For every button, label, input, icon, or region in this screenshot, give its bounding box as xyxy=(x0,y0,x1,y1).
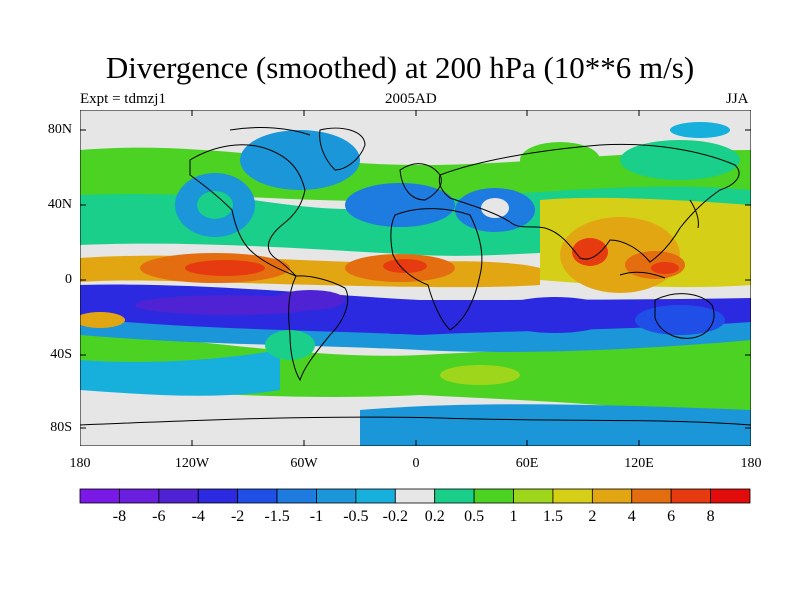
lon-label-180e: 180 xyxy=(740,456,762,471)
blob-sam-purple xyxy=(275,290,345,310)
lat-label-40n: 40N xyxy=(47,197,72,212)
lon-label-0: 0 xyxy=(412,456,420,471)
coast-europe xyxy=(399,163,442,201)
colorbar-swatch xyxy=(552,488,593,504)
colorbar-label: -1 xyxy=(309,508,324,525)
colorbar-label: 4 xyxy=(627,508,636,525)
season-label: JJA xyxy=(726,91,749,107)
colorbar-label: -2 xyxy=(230,508,245,525)
blob-aus-blue xyxy=(635,305,725,335)
coastlines xyxy=(80,127,751,426)
coast-japan xyxy=(689,199,699,229)
coast-indonesia xyxy=(619,271,666,279)
colorbar-swatch xyxy=(79,488,120,504)
colorbar-label: 8 xyxy=(706,508,715,525)
coast-australia xyxy=(654,293,715,339)
colorbar xyxy=(79,488,751,504)
band-south-pacific xyxy=(80,350,280,396)
lat-label-40s: 40S xyxy=(50,347,72,362)
colorbar-label: -8 xyxy=(112,508,127,525)
colorbar-swatch xyxy=(276,488,317,504)
blob-nw-pacific-core xyxy=(197,191,233,219)
colorbar-swatch xyxy=(591,488,633,504)
colorbar-label: 6 xyxy=(667,508,676,525)
lon-label-60w: 60W xyxy=(290,456,318,471)
colorbar-label: -1.5 xyxy=(264,508,290,525)
year-label: 2005AD xyxy=(385,91,437,107)
blob-south-ocean-yellow xyxy=(440,365,520,385)
colorbar-swatch xyxy=(631,488,672,504)
coast-arctic xyxy=(229,127,311,136)
blob-ne-asia-green xyxy=(620,140,740,180)
colorbar-swatch xyxy=(513,488,554,504)
coast-antarctica xyxy=(80,416,751,426)
colorbar-swatch xyxy=(394,488,436,504)
coast-south-america xyxy=(288,275,349,382)
coast-north-america xyxy=(189,144,306,277)
blob-far-south-green xyxy=(580,363,700,387)
blob-na-blue xyxy=(240,130,360,190)
colorbar-swatch xyxy=(197,488,239,504)
colorbar-label: -6 xyxy=(152,508,166,525)
experiment-label: Expt = tdmzj1 xyxy=(80,91,166,107)
coast-asia xyxy=(438,143,740,263)
colorbar-label: -0.5 xyxy=(343,508,369,525)
colorbar-label: 0.5 xyxy=(464,508,485,525)
blob-epac-red xyxy=(185,260,265,276)
colorbar-label: 1.5 xyxy=(542,508,563,525)
map-title: Divergence (smoothed) at 200 hPa (10**6 … xyxy=(105,50,695,85)
band-antarctic-blue xyxy=(360,404,751,446)
colorbar-swatch xyxy=(119,488,160,504)
lat-label-0: 0 xyxy=(65,272,72,287)
axis-ticks xyxy=(80,110,751,446)
blob-atl-blue xyxy=(345,183,455,227)
colorbar-swatch xyxy=(237,488,278,504)
blob-arctic-blue xyxy=(670,122,730,138)
coast-africa xyxy=(390,208,483,331)
band-southern-midlat xyxy=(80,330,751,420)
colorbar-swatch xyxy=(434,488,475,504)
colorbar-swatch xyxy=(710,488,751,504)
colorbar-label: 0.2 xyxy=(424,508,445,525)
colorbar-label: 2 xyxy=(588,508,597,525)
colorbar-label: -0.2 xyxy=(382,508,408,525)
lat-label-80n: 80N xyxy=(47,122,72,137)
colorbar-swatch xyxy=(473,488,514,504)
blob-siberia-green xyxy=(520,142,600,178)
lon-label-60e: 60E xyxy=(515,456,539,471)
colorbar-label: -4 xyxy=(191,508,205,525)
colorbar-swatch xyxy=(316,488,357,504)
blob-bay-red xyxy=(572,238,608,266)
blob-med-core xyxy=(481,198,509,218)
blob-wpac-core xyxy=(651,262,679,274)
lon-label-180w: 180 xyxy=(69,456,91,471)
colorbar-label: 1 xyxy=(509,508,518,525)
blob-satl-blue xyxy=(355,306,445,334)
coast-greenland xyxy=(319,127,366,171)
blob-atl-red xyxy=(383,259,427,273)
lat-label-80s: 80S xyxy=(50,420,72,435)
colorbar-swatch xyxy=(158,488,199,504)
lon-label-120e: 120E xyxy=(624,456,654,471)
blob-io-blue xyxy=(495,297,615,333)
colorbar-swatch xyxy=(670,488,711,504)
colorbar-swatch xyxy=(355,488,396,504)
lon-label-120w: 120W xyxy=(174,456,210,471)
blob-spac-west-orange xyxy=(80,312,125,328)
